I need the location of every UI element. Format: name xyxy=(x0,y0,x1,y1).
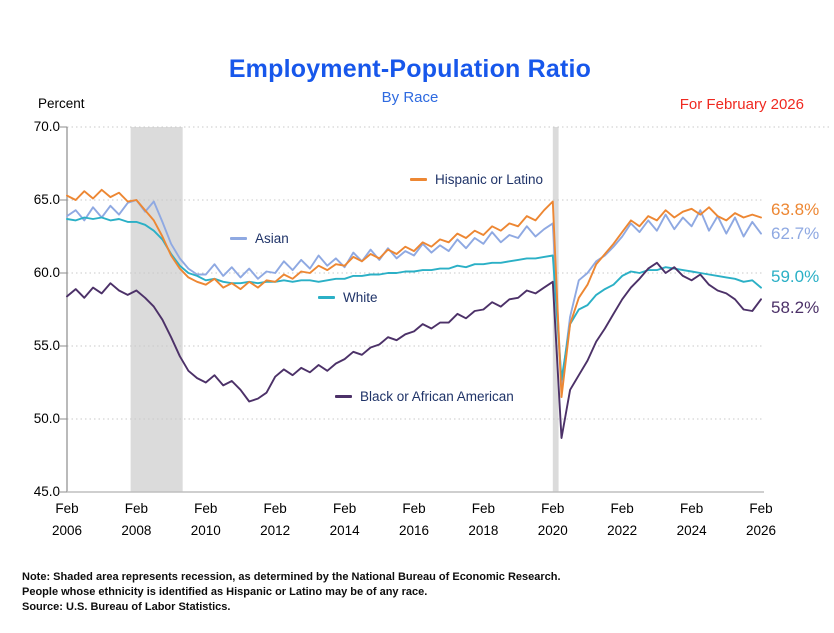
legend-label-asian: Asian xyxy=(255,231,289,246)
note-line-1: Note: Shaded area represents recession, … xyxy=(22,571,561,583)
x-tick-label: Feb 2022 xyxy=(607,501,638,538)
series-line-asian xyxy=(66,199,762,387)
white-line-swatch-icon xyxy=(318,296,335,299)
y-tick-label: 50.0 xyxy=(33,411,60,426)
series-line-black xyxy=(66,261,762,439)
legend-label-white: White xyxy=(343,290,378,305)
legend-label-black: Black or African American xyxy=(360,389,514,404)
x-tick-label: Feb 2008 xyxy=(121,501,152,538)
x-tick-label: Feb 2006 xyxy=(51,501,83,538)
x-tick-label: Feb 2020 xyxy=(537,501,568,538)
legend-item-white: White xyxy=(318,290,378,305)
legend-item-hispanic: Hispanic or Latino xyxy=(410,172,543,187)
y-tick-label: 70.0 xyxy=(33,119,60,134)
page-title: Employment-Population Ratio xyxy=(228,55,592,83)
footnotes: Note: Shaded area represents recession, … xyxy=(22,570,561,615)
note-line-2: People whose ethnicity is identified as … xyxy=(22,586,428,598)
y-tick-label: 55.0 xyxy=(33,338,60,353)
x-tick-label: Feb 2012 xyxy=(260,501,291,538)
x-tick-label: Feb 2018 xyxy=(468,501,499,538)
black-line-swatch-icon xyxy=(335,395,352,398)
y-tick-label: 60.0 xyxy=(33,265,60,280)
end-value-black: 58.2% xyxy=(771,298,820,317)
page-subtitle: By Race xyxy=(381,89,439,106)
end-value-white: 59.0% xyxy=(771,267,820,286)
x-tick-label: Feb 2016 xyxy=(398,501,430,538)
as-of-label: For February 2026 xyxy=(679,96,804,113)
x-tick-label: Feb 2026 xyxy=(745,501,777,538)
y-tick-label: 65.0 xyxy=(33,192,60,207)
y-axis-unit-label: Percent xyxy=(38,96,85,111)
note-line-3: Source: U.S. Bureau of Labor Statistics. xyxy=(22,601,231,613)
legend-item-black: Black or African American xyxy=(335,389,514,404)
x-tick-label: Feb 2014 xyxy=(329,501,360,538)
x-tick-label: Feb 2010 xyxy=(190,501,221,538)
end-value-asian: 62.7% xyxy=(771,224,820,243)
asian-line-swatch-icon xyxy=(230,237,247,240)
x-tick-label: Feb 2024 xyxy=(676,501,707,538)
y-tick-label: 45.0 xyxy=(33,484,60,499)
series-line-hispanic xyxy=(66,188,762,399)
hispanic-line-swatch-icon xyxy=(410,178,427,181)
legend-label-hispanic: Hispanic or Latino xyxy=(435,172,544,187)
legend-item-asian: Asian xyxy=(230,231,289,246)
end-value-hispanic: 63.8% xyxy=(771,200,820,219)
